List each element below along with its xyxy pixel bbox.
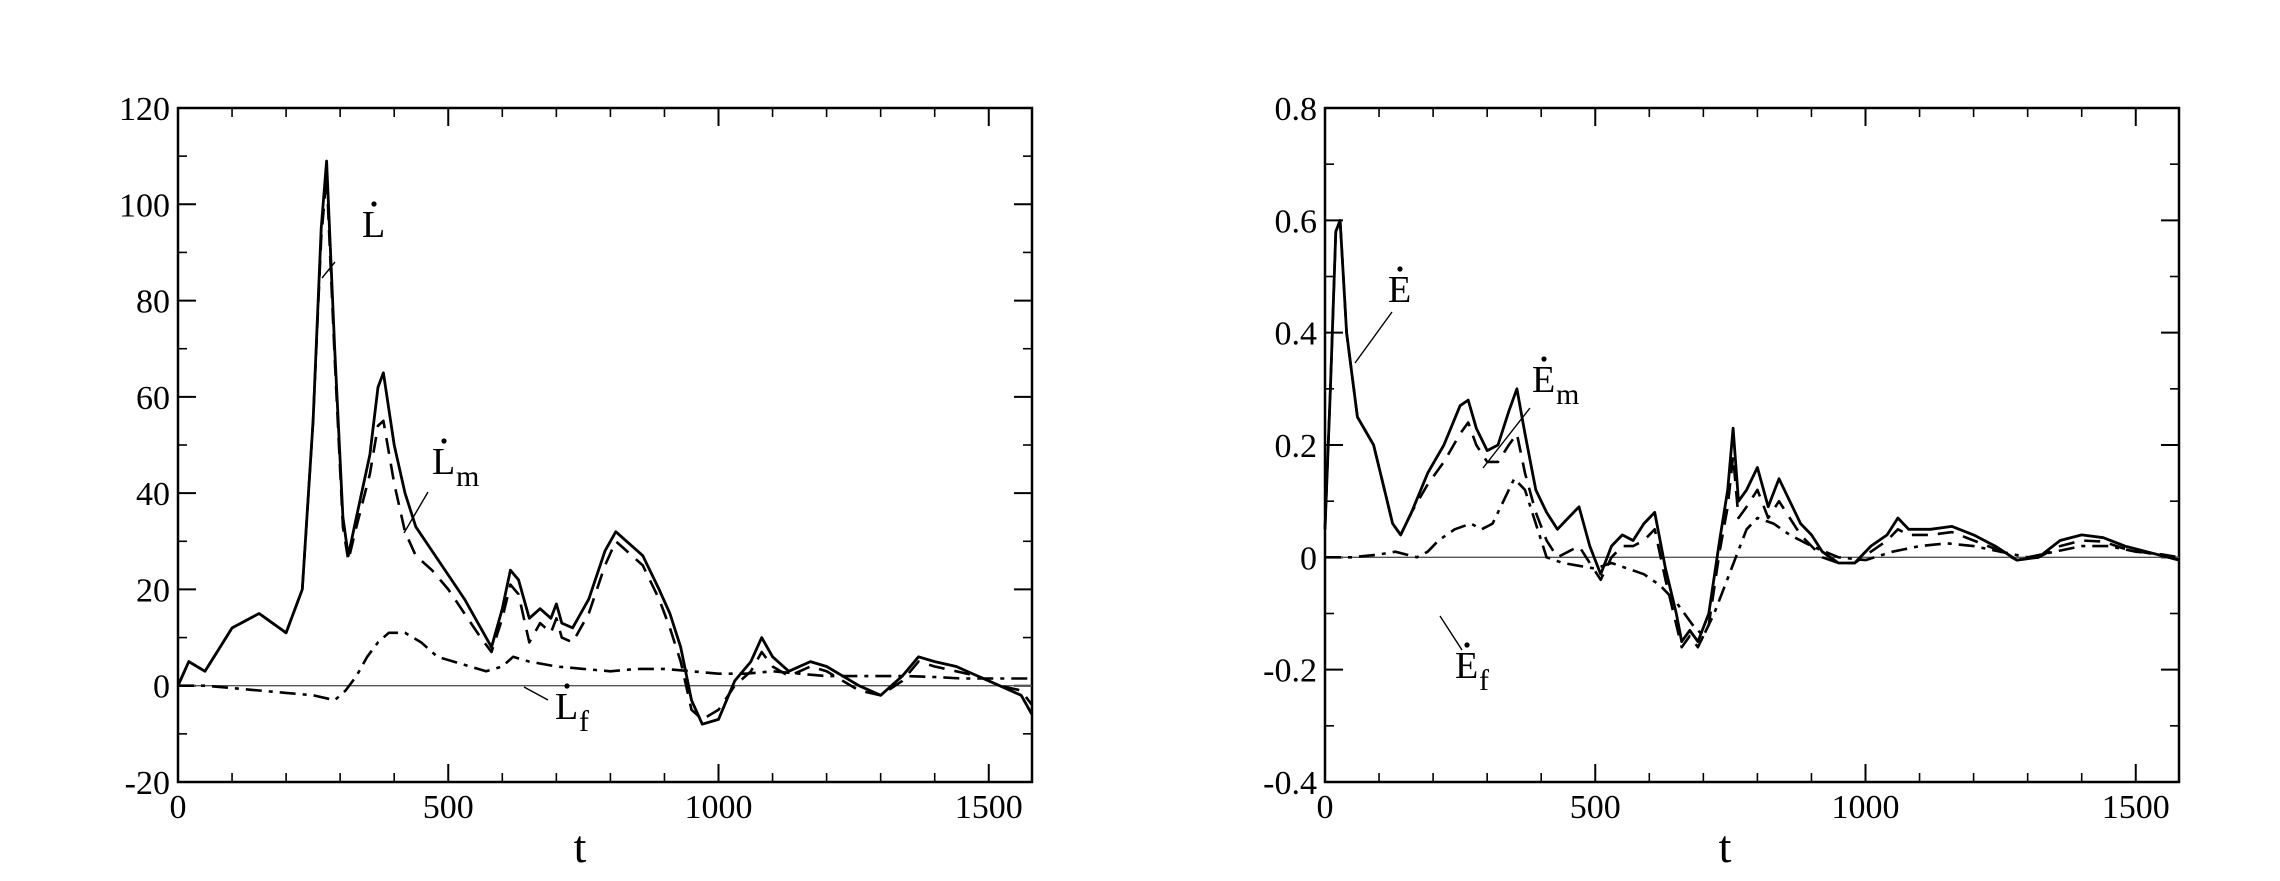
annotation-subscript: f	[1479, 664, 1489, 697]
annotation-leader-line	[1482, 407, 1531, 469]
annotation-leader-line	[321, 261, 336, 279]
plot-right-annotations: EE mE f	[1354, 266, 1579, 697]
y-tick-label: 0	[153, 669, 170, 706]
annotation-label: E	[1532, 359, 1555, 401]
x-tick-label: 1000	[1832, 789, 1900, 826]
y-tick-label: 120	[119, 91, 170, 128]
annotation-dot-accent	[564, 683, 570, 689]
x-tick-label: 1000	[685, 789, 753, 826]
x-tick-label: 0	[1317, 789, 1334, 826]
annotation-subscript: m	[1556, 378, 1579, 411]
x-tick-label: 1500	[2102, 789, 2170, 826]
left-series-mean-line	[176, 174, 1034, 721]
x-tick-label: 500	[1570, 789, 1621, 826]
y-tick-label: 0.6	[1275, 203, 1318, 240]
x-tick-label: 1500	[955, 789, 1023, 826]
y-tick-label: 100	[119, 187, 170, 224]
plot-right-xlabel: t	[1719, 821, 1732, 872]
y-tick-label: 20	[136, 572, 170, 609]
plot-left-xlabel: t	[574, 821, 587, 872]
x-tick-label: 500	[423, 789, 474, 826]
annotation-dot-accent	[1541, 356, 1547, 362]
plot-left-annotations: LL mL f	[321, 201, 589, 738]
plot-right-series	[1323, 218, 2180, 649]
y-tick-label: -0.2	[1263, 653, 1317, 690]
plot-right-ticks: 0 500 1000 1500 -0.4 -0.2 0 0.2 0.4 0.6 0.8	[1263, 91, 2179, 826]
annotation-dot-accent	[1397, 266, 1403, 272]
annotation-dot-accent	[441, 438, 447, 444]
left-series-fluct-line	[178, 631, 1032, 702]
annotation-label: L	[555, 686, 578, 728]
annotation-dot-accent	[1464, 642, 1470, 648]
right-series-total-line	[1323, 218, 2180, 643]
annotation-dot-accent	[371, 201, 377, 207]
plot-left-frame	[176, 106, 1034, 784]
annotation-leader-line	[403, 491, 429, 534]
y-tick-label: 40	[136, 476, 170, 513]
annotation-label: L	[362, 204, 385, 246]
y-tick-label: -20	[125, 765, 170, 802]
y-tick-label: -0.4	[1263, 765, 1317, 802]
y-tick-label: 60	[136, 380, 170, 417]
annotation-subscript: m	[456, 460, 479, 493]
annotation-label: E	[1455, 645, 1478, 687]
annotation-leader-line	[523, 686, 549, 701]
y-tick-label: 0.4	[1275, 316, 1318, 353]
annotation-subscript: f	[579, 705, 589, 738]
plot-left-series	[176, 159, 1034, 726]
right-series-fluct-line	[1325, 477, 2180, 638]
left-series-total-line	[176, 159, 1034, 726]
annotation-label: E	[1388, 269, 1411, 311]
annotation-label: L	[432, 441, 455, 483]
y-tick-label: 0.8	[1275, 91, 1318, 128]
annotation-leader-line	[1354, 311, 1393, 364]
y-tick-label: 0.2	[1275, 428, 1318, 465]
right-series-mean-line	[1323, 219, 2180, 649]
x-tick-label: 0	[170, 789, 187, 826]
annotation-leader-line	[1439, 615, 1463, 651]
plot-right: 0 500 1000 1500-0.4-0.200.20.40.60.8 EE mE f …	[1263, 91, 2181, 872]
y-tick-label: 80	[136, 284, 170, 321]
y-tick-label: 0	[1300, 540, 1317, 577]
